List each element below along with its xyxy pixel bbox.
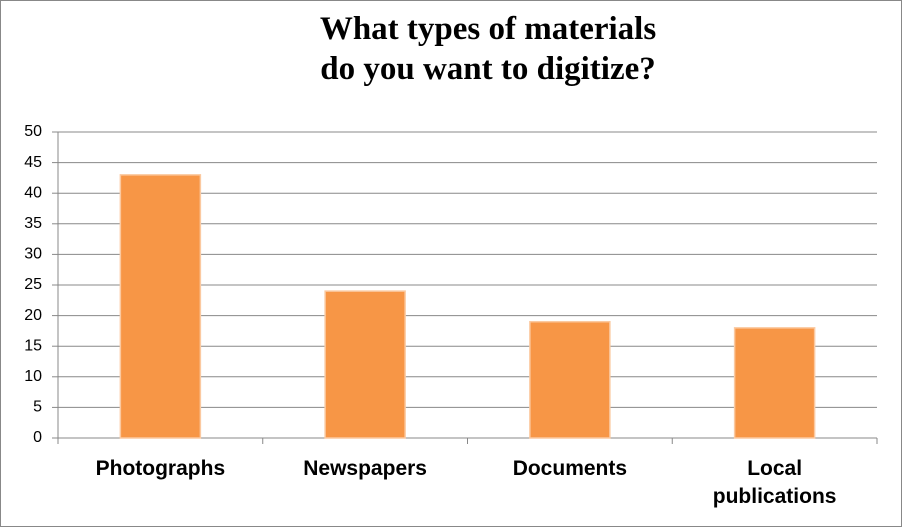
- x-tick-label: Documents: [512, 457, 628, 480]
- x-tick-label: Newspapers: [303, 457, 427, 480]
- y-tick-label: 50: [24, 123, 42, 140]
- y-tick-label: 35: [24, 215, 42, 232]
- bar: [119, 174, 202, 439]
- bar: [324, 290, 406, 439]
- y-tick-label: 10: [24, 368, 42, 385]
- y-tick-label: 20: [24, 307, 42, 324]
- y-tick-label: 40: [24, 184, 42, 201]
- y-tick-label: 45: [24, 154, 42, 171]
- x-tick-label: Local publications: [712, 457, 837, 508]
- bar: [529, 320, 611, 439]
- y-tick-label: 15: [24, 337, 42, 354]
- y-tick-label: 0: [33, 429, 42, 446]
- y-tick-label: 5: [33, 399, 42, 416]
- y-tick-label: 25: [24, 276, 42, 293]
- chart-title: What types of materials do you want to d…: [319, 11, 657, 87]
- x-tick-label: Photographs: [95, 457, 226, 480]
- bar: [733, 327, 816, 439]
- y-tick-label: 30: [24, 246, 42, 263]
